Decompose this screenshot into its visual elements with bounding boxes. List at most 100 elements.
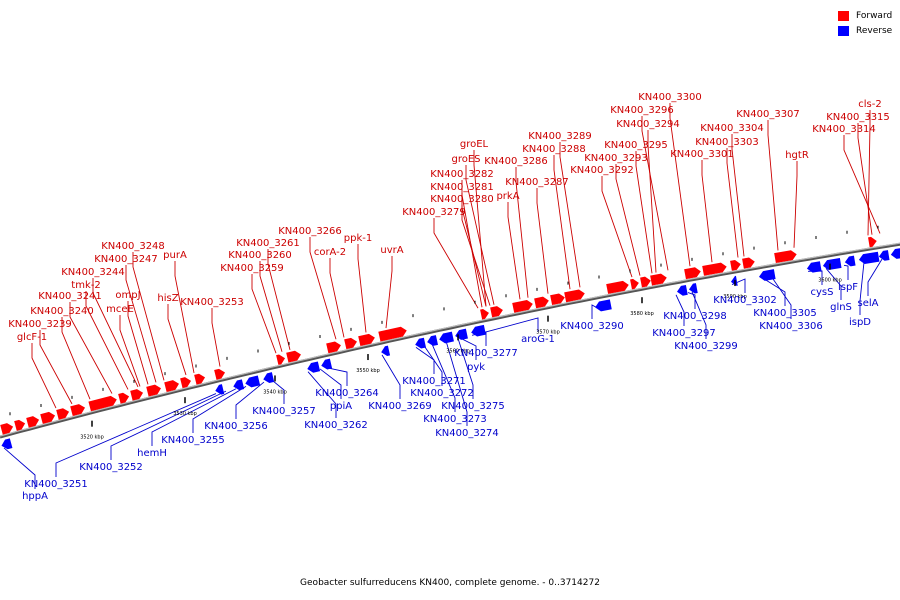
reverse-leader-14 bbox=[445, 340, 468, 426]
forward-leader-34 bbox=[92, 278, 139, 388]
reverse-gene-12 bbox=[471, 324, 486, 337]
forward-gene-8 bbox=[130, 389, 144, 401]
forward-leader-28 bbox=[329, 258, 345, 338]
forward-leader-37 bbox=[167, 304, 187, 376]
forward-gene-label-24: KN400_3279 bbox=[402, 207, 466, 218]
forward-leader-14 bbox=[615, 164, 641, 276]
forward-gene-label-14: KN400_3293 bbox=[584, 153, 648, 164]
forward-gene-18 bbox=[358, 333, 375, 346]
reverse-leader-4 bbox=[192, 385, 247, 433]
forward-leader-42 bbox=[61, 317, 91, 400]
reverse-leader-2 bbox=[110, 390, 227, 460]
forward-gene-label-23: KN400_3280 bbox=[430, 194, 494, 205]
forward-gene-label-30: KN400_3260 bbox=[228, 250, 292, 261]
forward-leader-33 bbox=[125, 265, 157, 383]
forward-gene-6 bbox=[88, 395, 117, 412]
forward-leader-30 bbox=[259, 261, 283, 352]
reverse-leader-8 bbox=[319, 368, 342, 399]
reverse-leader-6 bbox=[271, 379, 285, 404]
forward-leader-22 bbox=[507, 202, 521, 300]
forward-leader-20 bbox=[536, 188, 549, 294]
reverse-gene-6 bbox=[321, 358, 333, 370]
forward-gene-24 bbox=[550, 293, 565, 306]
forward-gene-label-43: KN400_3239 bbox=[8, 319, 72, 330]
forward-leader-1 bbox=[641, 116, 669, 271]
reverse-gene-label-20: KN400_3297 bbox=[652, 328, 716, 339]
forward-gene-2 bbox=[26, 416, 40, 428]
reverse-gene-label-3: hemH bbox=[137, 448, 167, 459]
forward-gene-9 bbox=[146, 384, 162, 397]
reverse-gene-20 bbox=[844, 255, 856, 267]
forward-leader-11 bbox=[843, 135, 881, 234]
forward-gene-label-4: KN400_3304 bbox=[700, 123, 764, 134]
reverse-gene-14 bbox=[676, 284, 688, 296]
forward-leader-32 bbox=[132, 252, 165, 381]
forward-gene-label-15: KN400_3301 bbox=[670, 149, 734, 160]
forward-gene-label-3: KN400_3307 bbox=[736, 109, 800, 120]
forward-leader-18 bbox=[793, 161, 798, 248]
forward-leader-13 bbox=[515, 167, 529, 298]
forward-gene-label-8: KN400_3288 bbox=[522, 144, 586, 155]
forward-gene-22 bbox=[512, 299, 533, 313]
figure-caption: Geobacter sulfurreducens KN400, complete… bbox=[300, 578, 600, 588]
reverse-gene-0 bbox=[1, 438, 13, 450]
reverse-gene-18 bbox=[806, 261, 822, 273]
reverse-leader-3 bbox=[151, 388, 237, 446]
reverse-leader-21 bbox=[687, 292, 696, 309]
backbone-line bbox=[0, 242, 900, 439]
reverse-gene-label-11: KN400_3271 bbox=[402, 376, 466, 387]
forward-gene-label-35: purA bbox=[163, 250, 187, 261]
forward-leader-6 bbox=[857, 123, 873, 235]
reverse-leader-9 bbox=[325, 367, 348, 386]
forward-leader-15 bbox=[701, 160, 713, 263]
forward-leader-27 bbox=[267, 249, 291, 351]
forward-leader-4 bbox=[731, 134, 745, 257]
forward-gene-34 bbox=[774, 250, 797, 263]
reverse-gene-label-18: aroG-1 bbox=[521, 334, 555, 345]
forward-gene-label-28: corA-2 bbox=[314, 247, 346, 258]
forward-gene-label-19: KN400_3282 bbox=[430, 169, 494, 180]
forward-gene-label-17: KN400_3292 bbox=[570, 165, 634, 176]
forward-leader-44 bbox=[31, 343, 57, 409]
reverse-leader-22 bbox=[691, 291, 707, 339]
reverse-gene-label-28: ispF bbox=[838, 282, 858, 293]
reverse-gene-label-26: cysS bbox=[811, 287, 834, 298]
forward-gene-label-7: KN400_3289 bbox=[528, 131, 592, 142]
forward-gene-3 bbox=[40, 411, 56, 424]
reverse-gene-label-9: KN400_3264 bbox=[315, 388, 379, 399]
forward-gene-label-0: KN400_3300 bbox=[638, 92, 702, 103]
forward-gene-label-20: KN400_3287 bbox=[505, 177, 569, 188]
forward-gene-label-27: KN400_3261 bbox=[236, 238, 300, 249]
forward-leader-5 bbox=[867, 110, 871, 236]
forward-gene-label-21: KN400_3281 bbox=[430, 182, 494, 193]
reverse-gene-7 bbox=[381, 345, 391, 357]
forward-gene-label-5: cls-2 bbox=[858, 99, 881, 110]
forward-gene-label-1: KN400_3296 bbox=[610, 105, 674, 116]
forward-gene-4 bbox=[56, 408, 70, 420]
legend-forward-label: Forward bbox=[856, 10, 893, 21]
reverse-gene-label-25: KN400_3306 bbox=[759, 321, 823, 332]
reverse-gene-label-0: hppA bbox=[22, 491, 48, 502]
forward-gene-20 bbox=[480, 309, 489, 320]
forward-gene-label-41: mceE bbox=[106, 304, 134, 315]
reverse-gene-label-23: KN400_3302 bbox=[713, 295, 777, 306]
forward-leader-35 bbox=[174, 261, 195, 374]
reverse-gene-17 bbox=[758, 269, 776, 281]
legend-reverse-label: Reverse bbox=[856, 25, 893, 36]
forward-leader-7 bbox=[559, 142, 581, 288]
forward-leader-36 bbox=[85, 291, 129, 390]
reverse-leader-16 bbox=[459, 337, 477, 360]
forward-gene-label-38: KN400_3253 bbox=[180, 297, 244, 308]
reverse-leader-24 bbox=[763, 278, 786, 306]
forward-leader-24 bbox=[433, 218, 479, 309]
forward-leader-8 bbox=[553, 155, 571, 290]
reverse-gene-5 bbox=[307, 361, 321, 373]
reverse-gene-23 bbox=[890, 248, 900, 259]
forward-gene-label-39: ompJ bbox=[115, 290, 140, 301]
forward-gene-label-18: hgtR bbox=[785, 150, 809, 161]
tick-label-0: 3520 kbp bbox=[80, 435, 104, 441]
reverse-gene-label-17: KN400_3277 bbox=[454, 348, 518, 359]
forward-gene-label-2: KN400_3294 bbox=[616, 119, 680, 130]
tick-label-3: 3550 kbp bbox=[356, 368, 380, 374]
reverse-leader-15 bbox=[457, 338, 474, 399]
